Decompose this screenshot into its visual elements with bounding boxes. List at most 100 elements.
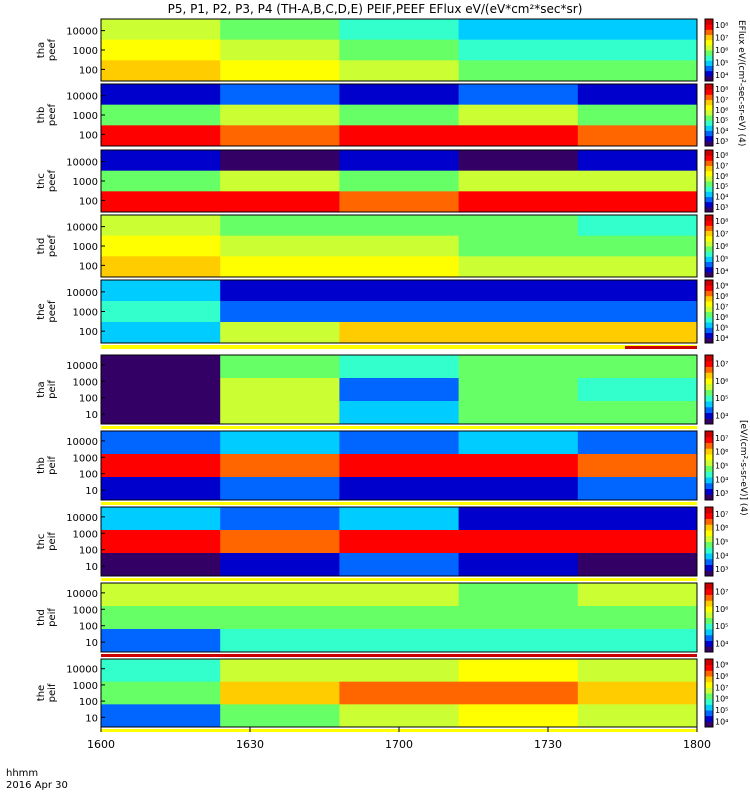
colorbar-tick-label: 10³	[715, 203, 728, 212]
spectrogram-cell	[577, 681, 698, 705]
spectrogram-cell	[101, 477, 221, 501]
spectrogram-cell	[339, 150, 460, 172]
colorbar-segment	[705, 55, 713, 61]
y-tick-label: 100	[79, 65, 98, 76]
colorbar-segment	[705, 235, 713, 242]
spectrogram-cell	[220, 681, 340, 705]
colorbar-segment	[705, 155, 713, 161]
panel-ylabel: peef	[47, 38, 58, 61]
colorbar-segment	[705, 412, 713, 419]
colorbar-tick-label: 10⁴	[715, 639, 728, 648]
colorbar-segment	[705, 201, 713, 208]
spectrogram-cell	[577, 84, 698, 106]
x-tick-label: 1800	[683, 738, 711, 751]
colorbar-segment	[705, 594, 713, 601]
colorbar-tick-label: 10⁸	[715, 85, 728, 94]
spectrogram-cell	[458, 401, 579, 425]
spectrogram-cell	[577, 530, 698, 554]
colorbar-segment	[705, 721, 713, 728]
spectrogram-cell	[101, 355, 221, 379]
colorbar-segment	[705, 676, 713, 683]
y-tick-label: 100	[79, 196, 98, 207]
colorbar-segment	[705, 60, 713, 66]
colorbar-tick-label: 10⁷	[715, 360, 728, 369]
colorbar-tick-label: 10⁵	[715, 622, 728, 631]
spectrogram-cell	[101, 431, 221, 455]
colorbar-segment	[705, 115, 713, 121]
status-strip-red	[101, 654, 697, 657]
spectrogram-cell	[220, 170, 340, 192]
spectrogram-cell	[220, 191, 340, 213]
time-axis-label: hhmm	[6, 768, 39, 779]
y-tick-label: 10	[85, 486, 98, 497]
colorbar-segment	[705, 454, 713, 461]
spectrogram-cell	[220, 401, 340, 425]
colorbar-segment	[705, 230, 713, 237]
panel-ylabel: peif	[47, 532, 58, 551]
spectrogram-cell	[339, 256, 460, 278]
spectrogram-cell	[339, 125, 460, 147]
colorbar-segment	[705, 29, 713, 35]
spectrogram-cell	[339, 659, 460, 683]
colorbar-segment	[705, 256, 713, 262]
spectrogram-cell	[101, 401, 221, 425]
spectrogram-cell	[577, 256, 698, 278]
spectrogram-cell	[220, 280, 340, 302]
colorbar-segment	[705, 553, 713, 560]
colorbar-segment	[705, 670, 713, 677]
y-tick-label: 10000	[66, 437, 98, 448]
spectrogram-cell	[101, 170, 221, 192]
colorbar-tick-label: 10⁷	[715, 34, 728, 43]
colorbar-segment	[705, 401, 713, 408]
spectrogram-cell	[339, 507, 460, 531]
panel-ylabel: tha	[36, 42, 47, 58]
y-tick-label: 10000	[66, 589, 98, 600]
ion-colorbar-title: [eV/(cm²-s-sr-eV)] (4)	[738, 420, 748, 516]
y-tick-label: 10000	[66, 288, 98, 299]
spectrogram-cell	[458, 125, 579, 147]
spectrogram-cell	[577, 280, 698, 302]
colorbar-segment	[705, 418, 713, 425]
colorbar-segment	[705, 646, 713, 653]
colorbar-segment	[705, 431, 713, 438]
colorbar-frame	[704, 18, 714, 82]
colorbar-segment	[705, 181, 713, 187]
spectrogram-cell	[101, 378, 221, 402]
spectrogram-cell	[458, 256, 579, 278]
spectrogram-cell	[101, 583, 221, 607]
colorbar-tick-label: 10⁶	[715, 313, 728, 322]
y-tick-label: 10000	[66, 158, 98, 169]
y-tick-label: 10000	[66, 665, 98, 676]
colorbar-segment	[705, 687, 713, 694]
colorbar-segment	[705, 75, 713, 82]
colorbar-segment	[705, 366, 713, 373]
colorbar-segment	[705, 378, 713, 385]
spectrogram-cell	[220, 125, 340, 147]
colorbar-tick-label: 10⁷	[715, 162, 728, 171]
colorbar-segment	[705, 280, 713, 286]
spectrogram-cell	[577, 606, 698, 630]
colorbar-tick-label: 10⁹	[715, 281, 728, 290]
spectrogram-cell	[339, 583, 460, 607]
spectrogram-cell	[458, 530, 579, 554]
y-tick-label: 100	[79, 622, 98, 633]
y-tick-label: 10000	[66, 361, 98, 372]
colorbar-tick-label: 10⁸	[715, 292, 728, 301]
colorbar-segment	[705, 140, 713, 147]
y-tick-label: 100	[79, 130, 98, 141]
colorbar-segment	[705, 360, 713, 367]
colorbar-segment	[705, 301, 713, 307]
colorbar-segment	[705, 715, 713, 722]
spectrogram-cell	[220, 477, 340, 501]
panel-ylabel: thd	[36, 238, 47, 255]
colorbar-segment	[705, 558, 713, 565]
colorbar-segment	[705, 225, 713, 231]
colorbar-segment	[705, 564, 713, 571]
y-tick-label: 1000	[73, 453, 98, 464]
spectrogram-cell	[577, 378, 698, 402]
colorbar-tick-label: 10⁷	[715, 302, 728, 311]
colorbar-segment	[705, 507, 713, 514]
colorbar-segment	[705, 120, 713, 126]
colorbar-tick-label: 10⁵	[715, 254, 728, 263]
spectrogram-cell	[101, 215, 221, 237]
